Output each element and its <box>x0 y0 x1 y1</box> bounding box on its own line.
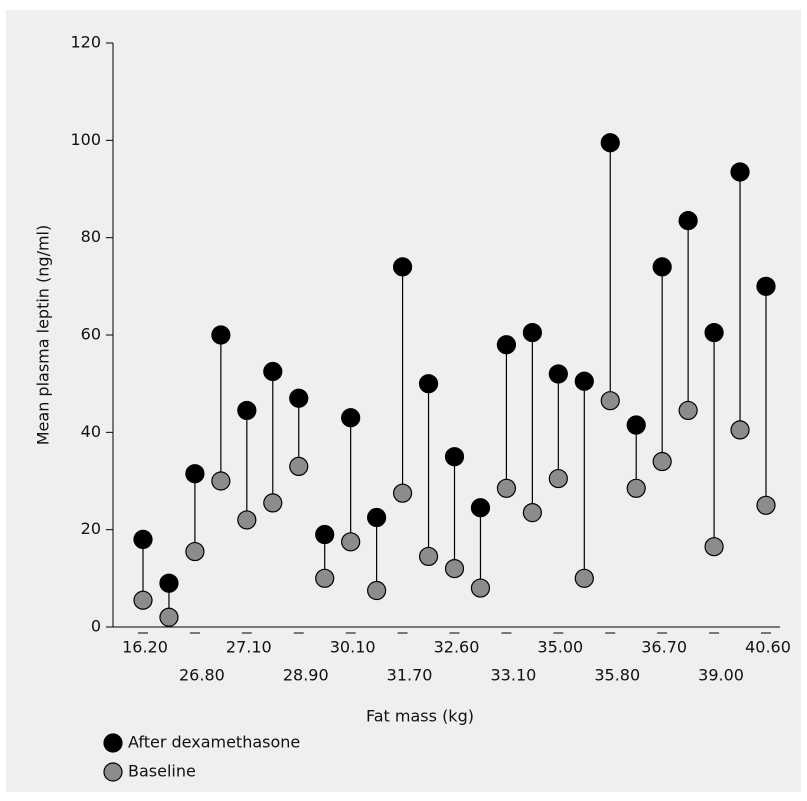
point <box>237 400 257 421</box>
point <box>418 546 439 567</box>
point <box>470 498 491 518</box>
point <box>704 322 724 343</box>
panel <box>6 10 801 792</box>
legend-label: Baseline <box>128 762 196 781</box>
point <box>159 573 179 593</box>
x-tick-label: 28.90 <box>283 666 329 685</box>
point <box>263 361 283 382</box>
point <box>600 133 620 153</box>
y-tick-label: 80 <box>81 227 101 246</box>
x-tick-label: 32.60 <box>434 638 480 657</box>
x-tick-label: 39.00 <box>698 666 744 685</box>
point <box>756 276 776 296</box>
point <box>548 364 568 384</box>
legend-marker <box>103 733 123 753</box>
point <box>522 322 542 343</box>
point <box>600 391 620 411</box>
y-tick-label: 60 <box>81 325 101 344</box>
point <box>185 541 205 562</box>
x-tick-label: 35.80 <box>594 666 640 685</box>
point <box>756 495 776 515</box>
x-tick-label: 33.10 <box>491 666 537 685</box>
y-tick-label: 20 <box>81 519 101 538</box>
point <box>133 590 153 610</box>
point <box>652 451 672 472</box>
x-axis-label: Fat mass (kg) <box>366 707 474 726</box>
point <box>367 507 387 528</box>
point <box>159 607 179 627</box>
point <box>263 493 283 513</box>
x-tick-label: 36.70 <box>641 638 687 657</box>
legend-label: After dexamethasone <box>128 733 300 752</box>
point <box>678 211 698 231</box>
point <box>289 456 309 476</box>
point <box>392 257 413 277</box>
point <box>496 335 517 355</box>
point <box>730 420 750 440</box>
point <box>574 371 594 391</box>
point <box>341 532 361 552</box>
point <box>652 257 672 277</box>
x-tick-label: 26.80 <box>179 666 225 685</box>
point <box>496 478 517 498</box>
point <box>548 468 568 489</box>
point <box>237 510 257 530</box>
point <box>185 464 205 484</box>
x-tick-label: 16.20 <box>122 638 168 657</box>
point <box>133 529 153 550</box>
point <box>418 374 439 394</box>
point <box>470 578 491 598</box>
point <box>211 471 231 491</box>
point <box>315 568 335 588</box>
y-tick-label: 100 <box>70 130 101 149</box>
point <box>341 408 361 428</box>
point <box>367 580 387 601</box>
point <box>444 447 465 467</box>
point <box>626 415 646 435</box>
point <box>522 503 542 523</box>
point <box>626 478 646 498</box>
point <box>678 400 698 421</box>
y-tick-label: 0 <box>91 617 101 636</box>
x-tick-label: 30.10 <box>330 638 376 657</box>
point <box>289 388 309 408</box>
x-tick-label: 35.00 <box>537 638 583 657</box>
x-tick-label: 31.70 <box>387 666 433 685</box>
y-tick-label: 120 <box>70 33 101 52</box>
point <box>574 568 594 588</box>
legend-marker <box>103 762 123 782</box>
x-tick-label: 27.10 <box>226 638 272 657</box>
y-axis-label: Mean plasma leptin (ng/ml) <box>34 225 53 446</box>
point <box>211 325 231 345</box>
point <box>444 558 465 579</box>
point <box>704 537 724 557</box>
point <box>315 524 335 545</box>
y-tick-label: 40 <box>81 422 101 441</box>
x-tick-label: 40.60 <box>745 638 791 657</box>
point <box>392 483 413 503</box>
point <box>730 162 750 182</box>
